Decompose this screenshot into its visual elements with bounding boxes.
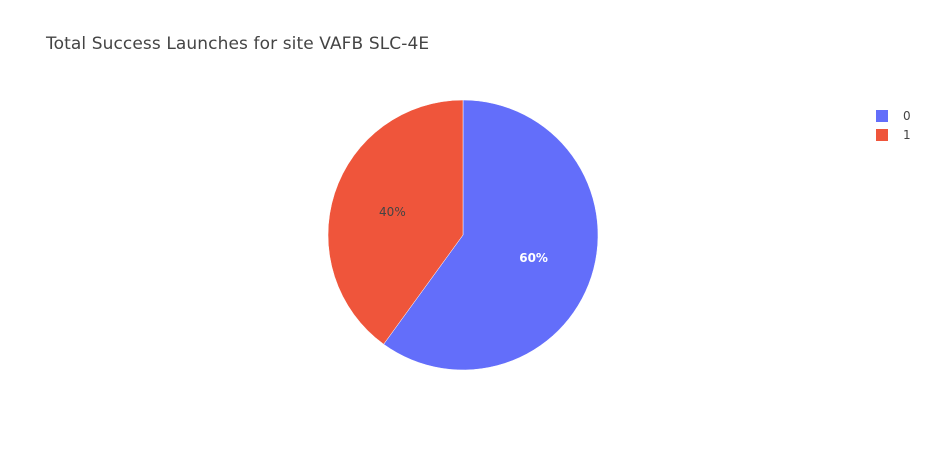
pie-slice-1[interactable] [327, 99, 464, 345]
pie-percent-label-1: 40% [379, 205, 406, 219]
pie-slice-0[interactable] [383, 99, 599, 371]
legend-label-0: 0 [903, 108, 911, 123]
legend-label-1: 1 [903, 127, 911, 142]
legend-item-0[interactable]: 0 [876, 106, 911, 125]
legend-swatch-1 [876, 128, 888, 141]
legend-item-1[interactable]: 1 [876, 125, 911, 144]
legend-swatch-0 [876, 109, 888, 122]
legend: 0 1 [876, 106, 911, 144]
chart-title: Total Success Launches for site VAFB SLC… [46, 34, 430, 54]
pie-percent-label-0: 60% [519, 251, 548, 265]
